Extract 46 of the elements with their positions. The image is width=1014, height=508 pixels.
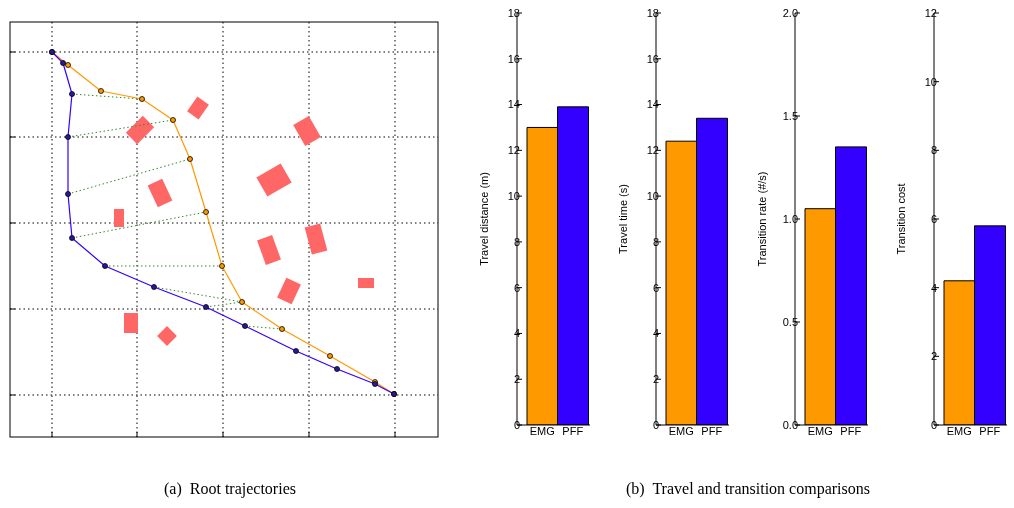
y-tick-label: 14 (646, 98, 659, 111)
y-tick-label: 4 (652, 327, 659, 340)
text: (a) Root trajectories (163, 480, 297, 498)
x-tick-label: EMG (946, 424, 972, 437)
y-tick-label: 6 (513, 281, 520, 294)
text: (b) Travel and transition comparisons (625, 480, 871, 498)
y-tick-label: 0 (652, 418, 659, 431)
x-tick-label: EMG (807, 424, 833, 437)
y-tick-label: 2 (930, 350, 937, 363)
x-tick-label: EMG (668, 424, 694, 437)
y-tick-label: 4 (513, 327, 520, 340)
y-tick-label: 8 (930, 144, 937, 157)
y-tick-label: 0 (930, 418, 937, 431)
y-tick-label: 1.5 (782, 109, 798, 122)
y-tick-label: 4 (930, 281, 937, 294)
y-tick-label: 12 (924, 6, 937, 19)
x-tick-label: PFF (701, 424, 723, 437)
y-tick-label: 18 (507, 6, 520, 19)
y-tick-label: 18 (646, 6, 659, 19)
x-tick-label: PFF (979, 424, 1001, 437)
y-tick-label: 12 (646, 144, 659, 157)
y-tick-label: 2 (652, 373, 659, 386)
y-tick-label: 6 (930, 212, 937, 225)
y-tick-label: 14 (507, 98, 520, 111)
x-tick-label: PFF (840, 424, 862, 437)
y-tick-label: 2 (513, 373, 520, 386)
y-tick-label: 1.0 (782, 212, 798, 225)
y-tick-label: 16 (646, 52, 659, 65)
y-tick-label: 10 (507, 190, 520, 203)
y-tick-label: 10 (924, 75, 937, 88)
y-tick-label: 0 (513, 418, 520, 431)
y-tick-label: 0.0 (782, 418, 798, 431)
y-axis-title: Travel time (s) (616, 184, 629, 254)
y-axis-title: Transition cost (894, 183, 907, 255)
y-axis-title: Transition rate (#/s) (755, 171, 768, 267)
y-tick-label: 6 (652, 281, 659, 294)
x-tick-label: EMG (529, 424, 555, 437)
y-tick-label: 2.0 (782, 6, 798, 19)
y-tick-label: 8 (513, 235, 520, 248)
y-axis-title: Travel distance (m) (477, 172, 490, 266)
y-tick-label: 12 (507, 144, 520, 157)
y-tick-label: 0.5 (782, 315, 798, 328)
y-tick-label: 16 (507, 52, 520, 65)
y-tick-label: 8 (652, 235, 659, 248)
x-tick-label: PFF (562, 424, 584, 437)
y-tick-label: 10 (646, 190, 659, 203)
